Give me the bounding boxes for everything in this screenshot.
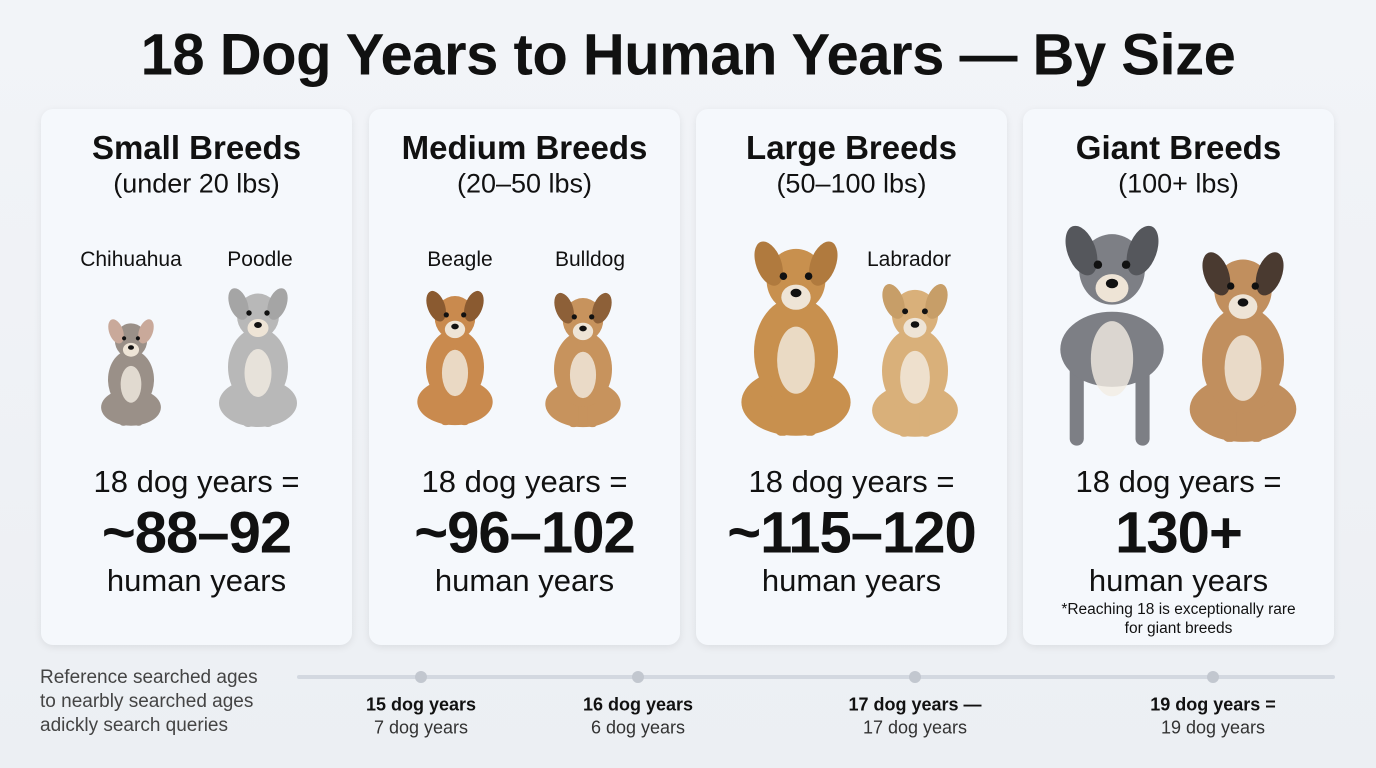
card-title: Large Breeds [746, 129, 957, 166]
card-title: Giant Breeds [1075, 129, 1282, 166]
card-subtitle: (under 20 lbs) [113, 168, 280, 199]
unit: human years [106, 563, 287, 598]
breed-label: Labrador [866, 248, 952, 271]
card-subtitle: (50–100 lbs) [776, 168, 927, 199]
timeline-sublabel: 6 dog years [590, 717, 686, 738]
timeline-label: 19 dog years = [1150, 694, 1276, 715]
equation: 18 dog years = [1075, 464, 1282, 499]
footnote: *Reaching 18 is exceptionally rare [1061, 601, 1296, 618]
timeline-dot [1207, 671, 1219, 683]
timeline-sublabel: 19 dog years [1160, 717, 1266, 738]
equation: 18 dog years = [93, 464, 300, 499]
breed-label: Beagle [427, 248, 493, 271]
timeline [297, 675, 1335, 679]
timeline-dot [415, 671, 427, 683]
unit: human years [434, 563, 615, 598]
human-age: ~115–120 [727, 500, 976, 566]
footer-text: to nearbly searched ages [40, 691, 254, 712]
timeline-label: 16 dog years [582, 694, 694, 715]
human-age: 130+ [1115, 500, 1243, 566]
timeline-dot [632, 671, 644, 683]
title: 18 Dog Years to Human Years — By Size [140, 22, 1236, 88]
dog-illustration [101, 319, 161, 426]
equation: 18 dog years = [421, 464, 628, 499]
breed-label: Chihuahua [80, 248, 182, 271]
dog-illustration [1189, 252, 1297, 442]
dog-illustration [1060, 225, 1164, 446]
card [696, 109, 1007, 645]
card [369, 109, 680, 645]
timeline-sublabel: 7 dog years [373, 717, 469, 738]
timeline-dot [909, 671, 921, 683]
footnote: for giant breeds [1124, 620, 1233, 637]
dog-illustration [872, 284, 958, 437]
card-subtitle: (100+ lbs) [1118, 168, 1239, 199]
dog-illustration [545, 292, 621, 428]
timeline-sublabel: 17 dog years [862, 717, 968, 738]
equation: 18 dog years = [748, 464, 955, 499]
footer-text: adickly search queries [40, 715, 228, 736]
unit: human years [1088, 563, 1269, 598]
card [41, 109, 352, 645]
card-title: Small Breeds [91, 129, 302, 166]
human-age: ~88–92 [101, 500, 292, 566]
breed-label: Bulldog [554, 248, 626, 271]
dog-illustration [417, 290, 493, 426]
timeline-label: 15 dog years [365, 694, 477, 715]
breed-label: Poodle [227, 248, 293, 271]
card-title: Medium Breeds [401, 129, 648, 166]
dog-illustration [219, 288, 297, 427]
human-age: ~96–102 [414, 500, 635, 566]
dog-illustration [741, 241, 851, 436]
footer-text: Reference searched ages [40, 667, 258, 688]
unit: human years [761, 563, 942, 598]
timeline-label: 17 dog years — [848, 694, 982, 715]
card-subtitle: (20–50 lbs) [456, 168, 593, 199]
